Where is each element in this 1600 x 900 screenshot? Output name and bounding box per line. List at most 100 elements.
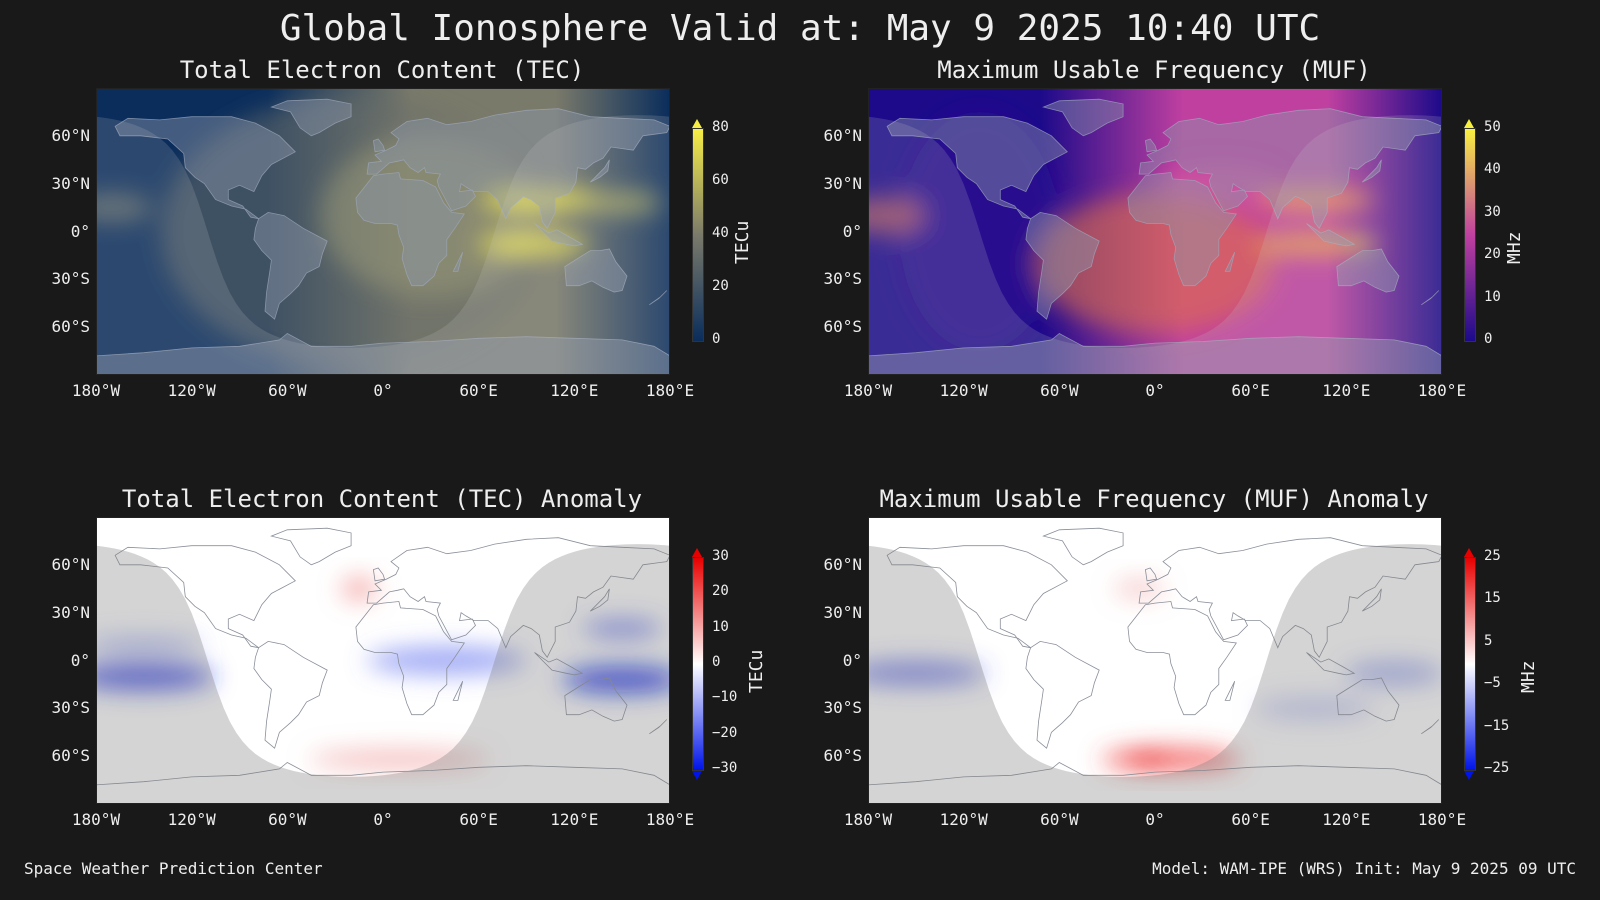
continent-new-zealand [649, 719, 668, 735]
lat-tick: 30°S [51, 698, 90, 718]
lon-tick: 60°E [1231, 381, 1270, 400]
lat-tick: 30°N [823, 602, 862, 622]
negative-anomaly-africa [366, 646, 527, 675]
colorbar-tick: −25 [1484, 760, 1510, 776]
positive-anomaly-north [1114, 578, 1165, 599]
crest-south [479, 235, 590, 254]
south-atlantic-maximum [1035, 193, 1275, 334]
map-frame [96, 88, 670, 375]
lat-tick: 0° [842, 221, 862, 241]
continent-japan [1362, 588, 1382, 612]
continent-eurasia [366, 537, 670, 659]
colorbar-tick: 20 [712, 583, 729, 600]
continent-eurasia [1138, 537, 1442, 659]
lon-tick: 60°E [459, 381, 498, 400]
colorbar-muf_anom [1464, 557, 1476, 771]
continent-australia [564, 248, 628, 293]
lat-tick: 0° [842, 650, 862, 670]
muf-crest-south [1254, 235, 1375, 254]
continent-indonesia [534, 223, 584, 247]
continent-south-america [1025, 640, 1100, 749]
lat-tick: 30°N [51, 173, 90, 193]
positive-anomaly-peak [1127, 753, 1168, 766]
continent-africa [355, 601, 465, 716]
continent-uk [1144, 567, 1158, 582]
lat-tick: 30°N [823, 173, 862, 193]
continent-antarctica [96, 762, 670, 804]
continent-australia [564, 677, 628, 722]
colorbar-tick: 60 [712, 172, 729, 188]
colorbar-extend-max [692, 548, 702, 557]
lon-tick: 120°E [1322, 381, 1371, 400]
night-shading [96, 115, 670, 375]
muf-crest-north [1254, 189, 1375, 210]
continent-antarctica [868, 762, 1442, 804]
colorbar-extend-min [692, 771, 702, 780]
map-tec_anom [96, 517, 670, 804]
lon-tick: 120°E [550, 381, 599, 400]
night-shading [96, 544, 670, 804]
lat-tick: 60°S [51, 746, 90, 766]
lon-tick: 120°E [1322, 810, 1371, 829]
lon-tick: 60°W [1040, 810, 1079, 829]
lat-tick: 60°S [823, 317, 862, 337]
continent-antarctica [96, 333, 670, 375]
lon-tick: 120°W [167, 381, 216, 400]
colorbar-tick: 20 [1484, 246, 1501, 263]
colorbar-tick: 80 [712, 119, 729, 135]
colorbar-tick: 0 [712, 331, 721, 347]
colorbar-tick: −10 [712, 689, 738, 706]
continent-north-america [114, 116, 296, 220]
colorbar-extend-min [1464, 771, 1474, 780]
continent-indonesia [1306, 652, 1356, 676]
panel-title-muf: Maximum Usable Frequency (MUF) [937, 56, 1371, 84]
continent-greenland [270, 527, 352, 566]
colorbar-tick: 15 [1484, 590, 1501, 607]
coastlines [96, 527, 670, 804]
lon-tick: 60°W [268, 381, 307, 400]
continent-north-america [886, 116, 1068, 220]
continent-madagascar [452, 252, 464, 272]
continent-madagascar [1224, 252, 1236, 272]
lon-tick: 0° [1145, 381, 1165, 400]
colorbar-tick: −30 [712, 760, 738, 776]
map-tec [96, 88, 670, 375]
positive-anomaly-atlantic [341, 576, 378, 601]
continent-greenland [1042, 98, 1124, 137]
continent-africa [355, 172, 465, 287]
lat-tick: 60°S [51, 317, 90, 337]
main-title: Global Ionosphere Valid at: May 9 2025 1… [279, 8, 1321, 49]
colorbar-unit-label: MHz [1518, 660, 1539, 693]
continent-australia [1336, 248, 1400, 293]
colorbar-tick: 30 [712, 548, 729, 564]
colorbar-tick: 25 [1484, 548, 1501, 564]
lat-tick: 60°N [51, 125, 90, 145]
lon-tick: 0° [373, 810, 393, 829]
continent-australia [1336, 677, 1400, 722]
colorbar-tick: 30 [1484, 203, 1501, 220]
panel-title-muf_anom: Maximum Usable Frequency (MUF) Anomaly [879, 485, 1429, 513]
continent-south-america [1025, 211, 1100, 320]
map-frame [96, 517, 670, 804]
lon-tick: 120°W [939, 810, 988, 829]
lon-tick: 180°W [71, 810, 121, 829]
lat-tick: 60°N [823, 554, 862, 574]
field-contours [868, 111, 1377, 352]
colorbar-tec_anom [692, 557, 704, 771]
lon-tick: 60°W [1040, 381, 1079, 400]
crest-north [482, 189, 603, 210]
negative-anomaly-east [562, 666, 670, 693]
colorbar-tick: 10 [1484, 288, 1501, 305]
negative-anomaly-west [868, 661, 986, 686]
continent-greenland [270, 98, 352, 137]
continent-greenland [1042, 527, 1124, 566]
colorbar-tick: 50 [1484, 119, 1501, 135]
continent-antarctica [868, 333, 1442, 375]
lat-tick: 60°N [51, 554, 90, 574]
night-shading [868, 544, 1442, 804]
crest-north-east [582, 192, 663, 213]
lon-tick: 120°W [939, 381, 988, 400]
coastlines [868, 527, 1442, 804]
negative-anomaly-band [96, 636, 204, 653]
lat-tick: 30°S [51, 269, 90, 289]
